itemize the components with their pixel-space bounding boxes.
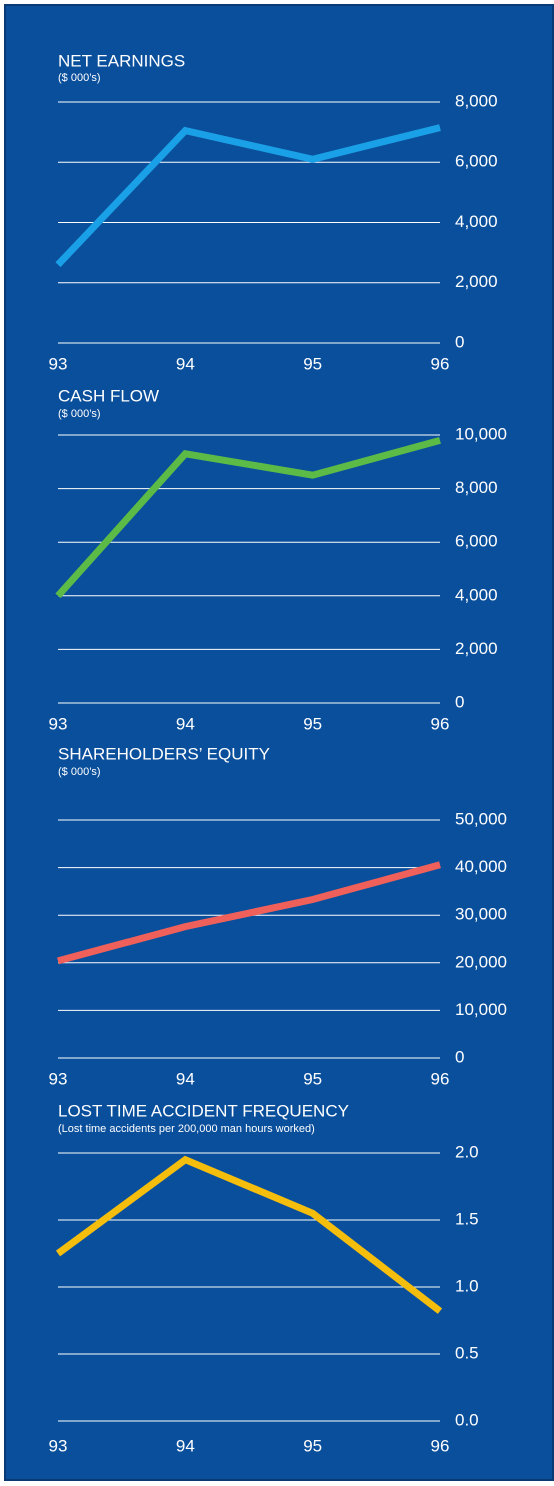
- y-tick-label: 50,000: [455, 809, 507, 828]
- y-tick-label: 6,000: [455, 532, 498, 551]
- x-tick-label: 95: [303, 1069, 322, 1088]
- y-tick-label: 8,000: [455, 91, 498, 110]
- y-tick-label: 0: [455, 692, 464, 711]
- chart-subtitle: ($ 000’s): [58, 408, 101, 420]
- x-tick-label: 94: [176, 714, 195, 733]
- data-line: [57, 861, 441, 965]
- chart-title: LOST TIME ACCIDENT FREQUENCY: [58, 1101, 349, 1120]
- y-tick-label: 4,000: [455, 212, 498, 231]
- y-tick-label: 0: [455, 332, 464, 351]
- y-tick-label: 0.0: [455, 1410, 479, 1429]
- y-tick-label: 2,000: [455, 639, 498, 658]
- x-tick-label: 95: [303, 714, 322, 733]
- y-tick-label: 10,000: [455, 424, 507, 443]
- y-tick-label: 6,000: [455, 152, 498, 171]
- data-line: [55, 436, 441, 599]
- y-tick-label: 0: [455, 1047, 464, 1066]
- x-tick-label: 95: [303, 1436, 322, 1455]
- x-tick-label: 96: [431, 714, 450, 733]
- data-line: [55, 124, 441, 268]
- y-tick-label: 30,000: [455, 905, 507, 924]
- x-tick-label: 96: [431, 1069, 450, 1088]
- x-tick-label: 96: [431, 1436, 450, 1455]
- chart-subtitle: ($ 000’s): [58, 72, 101, 84]
- y-tick-label: 1.0: [455, 1276, 479, 1295]
- panel: [4, 4, 554, 1481]
- y-tick-label: 2.0: [455, 1142, 479, 1161]
- x-tick-label: 93: [49, 714, 68, 733]
- x-tick-label: 93: [49, 1436, 68, 1455]
- y-tick-label: 20,000: [455, 952, 507, 971]
- y-tick-label: 8,000: [455, 478, 498, 497]
- chart-subtitle: ($ 000’s): [58, 766, 101, 778]
- x-tick-label: 94: [176, 1069, 195, 1088]
- x-tick-label: 94: [176, 354, 195, 373]
- y-tick-label: 2,000: [455, 272, 498, 291]
- y-tick-label: 1.5: [455, 1209, 479, 1228]
- y-tick-label: 10,000: [455, 1000, 507, 1019]
- x-tick-label: 94: [176, 1436, 195, 1455]
- data-line: [55, 1155, 443, 1314]
- chart-title: CASH FLOW: [58, 386, 159, 405]
- x-tick-label: 95: [303, 354, 322, 373]
- chart-title: SHAREHOLDERS’ EQUITY: [58, 744, 270, 763]
- x-tick-label: 93: [49, 354, 68, 373]
- x-tick-label: 93: [49, 1069, 68, 1088]
- y-tick-label: 4,000: [455, 585, 498, 604]
- chart-subtitle: (Lost time accidents per 200,000 man hou…: [58, 1123, 315, 1135]
- y-tick-label: 0.5: [455, 1343, 479, 1362]
- chart-title: NET EARNINGS: [58, 51, 185, 70]
- y-tick-label: 40,000: [455, 857, 507, 876]
- x-tick-label: 96: [431, 354, 450, 373]
